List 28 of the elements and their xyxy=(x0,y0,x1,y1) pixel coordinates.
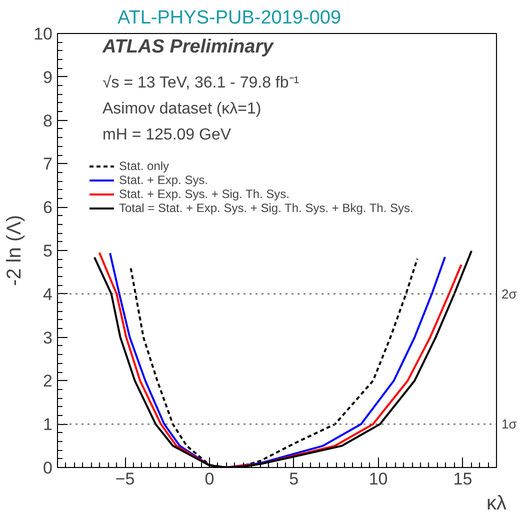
legend-label: Stat. only xyxy=(119,159,170,173)
x-tick-label: 15 xyxy=(453,470,472,488)
y-tick-label: 10 xyxy=(34,24,53,44)
y-tick-label: 7 xyxy=(43,154,53,174)
legend-label: Stat. + Exp. Sys. xyxy=(119,173,208,187)
annotation: √s = 13 TeV, 36.1 - 79.8 fb⁻¹ xyxy=(102,74,300,92)
x-tick-label: −5 xyxy=(115,470,135,488)
annotation: ATLAS Preliminary xyxy=(102,36,275,58)
x-tick-label: 5 xyxy=(289,470,299,488)
y-tick-label: 4 xyxy=(43,284,53,304)
legend-label: Stat. + Exp. Sys. + Sig. Th. Sys. xyxy=(119,187,290,201)
x-tick-label: 10 xyxy=(368,470,388,488)
y-tick-label: 6 xyxy=(43,198,53,218)
annotation: mH = 125.09 GeV xyxy=(102,126,232,144)
legend-label: Total = Stat. + Exp. Sys. + Sig. Th. Sys. + Bkg. Th. Sys. xyxy=(119,201,414,215)
y-tick-label: 9 xyxy=(43,68,53,87)
y-tick-label: 3 xyxy=(43,328,53,348)
ref-line-label: 1σ xyxy=(502,416,517,432)
y-tick-label: 5 xyxy=(43,242,53,260)
y-tick-label: 8 xyxy=(43,111,53,130)
chart-title: ATL-PHYS-PUB-2019-009 xyxy=(118,8,342,28)
y-axis-title: -2 ln (Λ) xyxy=(4,214,26,286)
y-tick-label: 2 xyxy=(43,372,53,391)
x-axis-title: κλ xyxy=(486,492,506,514)
y-tick-label: 1 xyxy=(43,415,53,434)
ref-line-label: 2σ xyxy=(502,286,517,302)
annotation: Asimov dataset (κλ=1) xyxy=(102,100,262,118)
x-tick-label: 0 xyxy=(204,470,214,488)
